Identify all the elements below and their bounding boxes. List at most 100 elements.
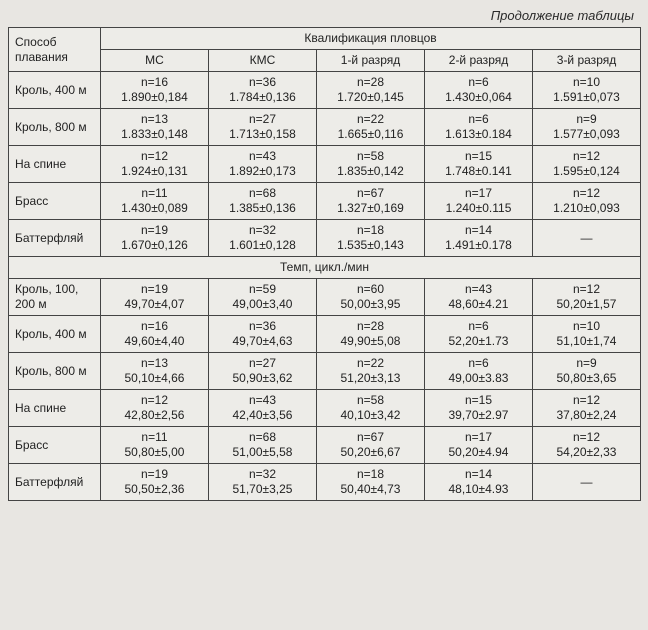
cell-n: n=11	[141, 430, 167, 444]
cell-n: n=68	[249, 186, 276, 200]
data-cell: n=1750,20±4.94	[425, 427, 533, 464]
table-row: Брассn=1150,80±5,00n=6851,00±5,58n=6750,…	[9, 427, 641, 464]
cell-value: —	[581, 231, 593, 245]
section-header-row: Темп, цикл./мин	[9, 257, 641, 279]
cell-value: 1.613±0.184	[445, 127, 512, 141]
cell-value: 50,20±6,67	[341, 445, 401, 459]
data-cell: n=321.601±0,128	[209, 220, 317, 257]
cell-n: n=22	[357, 112, 384, 126]
header-stroke-l2: плавания	[15, 50, 68, 64]
cell-value: 42,40±3,56	[233, 408, 293, 422]
cell-value: 1.601±0,128	[229, 238, 296, 252]
data-cell: n=1242,80±2,56	[101, 390, 209, 427]
cell-n: n=6	[468, 319, 488, 333]
cell-n: n=22	[357, 356, 384, 370]
data-cell: n=1350,10±4,66	[101, 353, 209, 390]
cell-value: 1.535±0,143	[337, 238, 404, 252]
cell-n: n=27	[249, 356, 276, 370]
cell-n: n=43	[249, 149, 276, 163]
cell-n: n=12	[141, 393, 168, 407]
cell-n: n=12	[573, 430, 600, 444]
cell-value: 50,00±3,95	[341, 297, 401, 311]
cell-n: n=6	[468, 112, 488, 126]
data-cell: n=1539,70±2.97	[425, 390, 533, 427]
cell-n: n=9	[576, 356, 596, 370]
cell-n: n=16	[141, 319, 168, 333]
cell-n: n=58	[357, 149, 384, 163]
cell-n: n=19	[141, 223, 168, 237]
data-cell: n=121.924±0,131	[101, 146, 209, 183]
cell-n: n=67	[357, 430, 384, 444]
cell-value: 1.665±0,116	[338, 127, 404, 141]
cell-n: n=6	[468, 356, 488, 370]
data-cell: n=649,00±3.83	[425, 353, 533, 390]
data-cell: n=171.240±0.115	[425, 183, 533, 220]
cell-value: 1.835±0,142	[337, 164, 404, 178]
row-label: Баттерфляй	[9, 220, 101, 257]
data-cell: n=191.670±0,126	[101, 220, 209, 257]
cell-n: n=17	[465, 430, 492, 444]
cell-n: n=16	[141, 75, 168, 89]
cell-value: 50,50±2,36	[125, 482, 185, 496]
row-label: Баттерфляй	[9, 464, 101, 501]
cell-n: n=13	[141, 356, 168, 370]
row-label: На спине	[9, 390, 101, 427]
cell-value: 1.491±0.178	[445, 238, 512, 252]
cell-n: n=17	[465, 186, 492, 200]
cell-value: 50,80±3,65	[557, 371, 617, 385]
cell-n: n=9	[576, 112, 596, 126]
data-cell: n=1254,20±2,33	[533, 427, 641, 464]
cell-n: n=32	[249, 467, 276, 481]
cell-value: 1.591±0,073	[553, 90, 620, 104]
data-cell: n=6851,00±5,58	[209, 427, 317, 464]
cell-n: n=36	[249, 319, 276, 333]
cell-value: 49,90±5,08	[341, 334, 401, 348]
cell-n: n=18	[357, 223, 384, 237]
cell-value: 54,20±2,33	[557, 445, 617, 459]
cell-n: n=15	[465, 149, 492, 163]
cell-value: 42,80±2,56	[125, 408, 185, 422]
cell-value: 51,00±5,58	[233, 445, 293, 459]
cell-n: n=12	[141, 149, 168, 163]
cell-n: n=6	[468, 75, 488, 89]
cell-n: n=67	[357, 186, 384, 200]
data-cell: n=2849,90±5,08	[317, 316, 425, 353]
row-label: Кроль, 400 м	[9, 72, 101, 109]
cell-value: 40,10±3,42	[341, 408, 401, 422]
cell-value: 37,80±2,24	[557, 408, 617, 422]
data-cell: —	[533, 464, 641, 501]
table-body: Кроль, 400 мn=161.890±0,184n=361.784±0,1…	[9, 72, 641, 501]
cell-n: n=58	[357, 393, 384, 407]
table-row: Кроль, 100, 200 мn=1949,70±4,07n=5949,00…	[9, 279, 641, 316]
header-row-1: Способ плавания Квалификация пловцов	[9, 28, 641, 50]
cell-value: 51,20±3,13	[341, 371, 401, 385]
data-cell: n=950,80±3,65	[533, 353, 641, 390]
data-cell: n=2251,20±3,13	[317, 353, 425, 390]
cell-n: n=27	[249, 112, 276, 126]
data-cell: n=3251,70±3,25	[209, 464, 317, 501]
cell-n: n=18	[357, 467, 384, 481]
cell-value: 1.327±0,169	[337, 201, 404, 215]
cell-value: 1.713±0,158	[229, 127, 296, 141]
cell-value: 1.892±0,173	[229, 164, 296, 178]
cell-value: 49,00±3,40	[233, 297, 293, 311]
cell-n: n=28	[357, 319, 384, 333]
cell-value: 50,20±4.94	[449, 445, 509, 459]
header-row-2: МС КМС 1-й разряд 2-й разряд 3-й разряд	[9, 50, 641, 72]
cell-value: 52,20±1.73	[449, 334, 509, 348]
cell-value: 1.833±0,148	[121, 127, 188, 141]
data-cell: n=1237,80±2,24	[533, 390, 641, 427]
row-label: Брасс	[9, 183, 101, 220]
header-qual: Квалификация пловцов	[101, 28, 641, 50]
data-cell: n=271.713±0,158	[209, 109, 317, 146]
table-row: Кроль, 400 мn=161.890±0,184n=361.784±0,1…	[9, 72, 641, 109]
data-cell: n=221.665±0,116	[317, 109, 425, 146]
cell-value: 1.670±0,126	[121, 238, 188, 252]
cell-n: n=43	[465, 282, 492, 296]
data-cell: n=431.892±0,173	[209, 146, 317, 183]
row-label: Кроль, 400 м	[9, 316, 101, 353]
cell-n: n=12	[573, 282, 600, 296]
cell-n: n=15	[465, 393, 492, 407]
data-cell: n=61.613±0.184	[425, 109, 533, 146]
data-cell: n=1448,10±4.93	[425, 464, 533, 501]
